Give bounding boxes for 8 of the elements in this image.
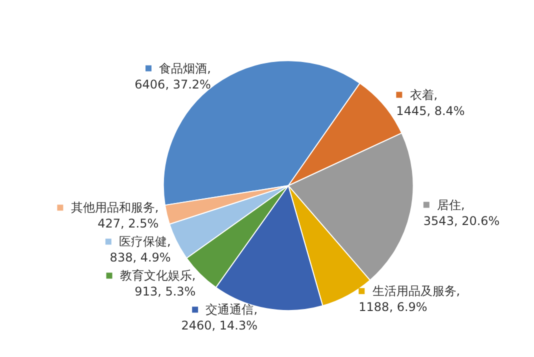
legend-label: 居住, 3543, 20.6%	[423, 198, 500, 228]
legend-label: 生活用品及服务, 1188, 6.9%	[358, 284, 460, 314]
legend-label: 医疗保健, 838, 4.9%	[110, 234, 171, 265]
legend-label: 衣着, 1445, 8.4%	[396, 88, 465, 118]
legend-label: 其他用品和服务, 427, 2.5%	[63, 200, 159, 231]
legend-label: 食品烟酒, 6406, 37.2%	[134, 61, 211, 92]
legend-label: 教育文化娱乐, 913, 5.3%	[112, 268, 196, 299]
legend-label: 交通通信, 2460, 14.3%	[181, 302, 258, 333]
